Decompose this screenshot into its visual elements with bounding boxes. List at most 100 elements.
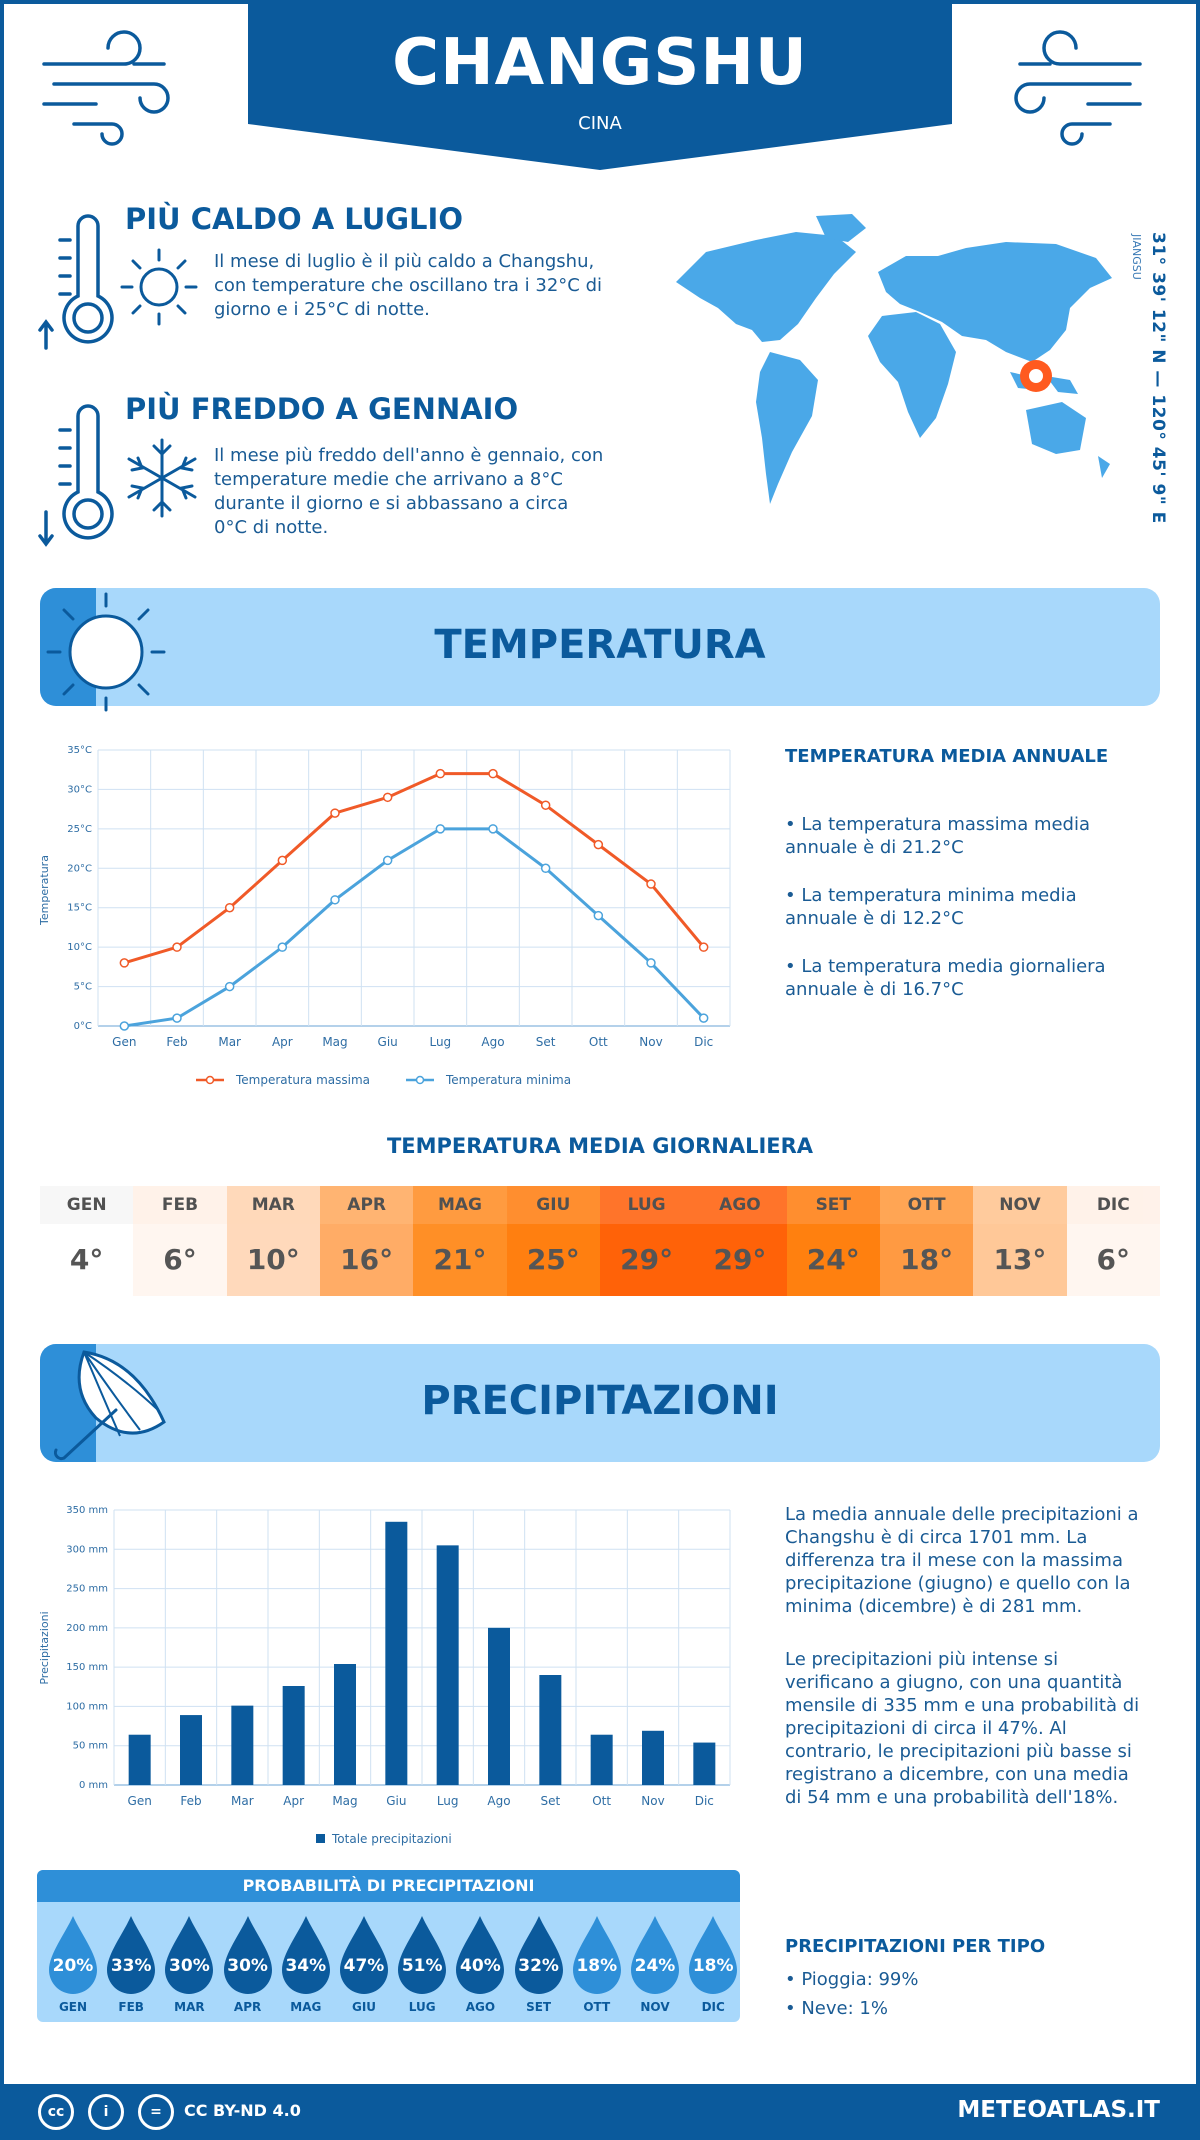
month-column: FEB 6° <box>133 1186 227 1296</box>
probability-drop: 18% OTT <box>569 1908 625 2014</box>
x-tick-label: Nov <box>641 1794 664 1808</box>
coordinates: 31° 39' 12" N — 120° 45' 9" E <box>1148 232 1168 524</box>
month-column: LUG 29° <box>599 1186 694 1296</box>
probability-drop: 51% LUG <box>394 1908 450 2014</box>
month-header: APR <box>319 1186 414 1224</box>
probability-value: 32% <box>518 1956 559 1976</box>
month-header: AGO <box>693 1186 787 1224</box>
probability-value: 30% <box>227 1956 268 1976</box>
y-tick-label: 350 mm <box>66 1505 108 1516</box>
region-label: JIANGSU <box>1130 234 1143 280</box>
data-point <box>593 910 604 921</box>
data-point <box>330 895 340 905</box>
precip-title: PRECIPITAZIONI <box>421 1378 779 1424</box>
month-column: MAG 21° <box>413 1186 507 1296</box>
data-point <box>488 768 498 779</box>
x-tick-label: Nov <box>639 1035 662 1049</box>
data-point <box>382 855 393 866</box>
probability-value: 40% <box>460 1956 501 1976</box>
daily-temp-table: GEN 4° FEB 6° MAR 10° APR 16° MAG 21° GIU 25° LUG 29°… <box>40 1186 1160 1296</box>
x-tick-label: Dic <box>694 1035 713 1049</box>
month-temperature: 6° <box>133 1224 227 1296</box>
x-tick-label: Mar <box>231 1794 254 1808</box>
y-tick-label: 30°C <box>67 784 92 795</box>
temperature-chart-points <box>119 768 709 1031</box>
data-point <box>119 1021 130 1031</box>
month-column: OTT 18° <box>879 1186 974 1296</box>
temperature-chart-lines <box>123 772 705 1028</box>
bar <box>693 1742 716 1785</box>
data-point <box>540 863 551 874</box>
month-header: FEB <box>133 1186 227 1224</box>
thermometer-hot-icon <box>38 214 114 350</box>
x-tick-label: Apr <box>283 1794 304 1808</box>
bar <box>642 1730 664 1785</box>
raindrop-icon <box>572 1916 621 1994</box>
rain-share: • Pioggia: 99% <box>785 1969 919 1990</box>
series-line-1 <box>124 827 705 1028</box>
bar <box>128 1734 151 1785</box>
probability-month: DIC <box>701 2000 725 2014</box>
precip-type-title: PRECIPITAZIONI PER TIPO <box>785 1936 1046 1957</box>
probability-drop: 34% MAG <box>278 1908 334 2014</box>
month-temperature: 18° <box>879 1224 974 1296</box>
hot-month-text: Il mese di luglio è il più caldo a Chang… <box>214 251 603 320</box>
x-tick-label: Ago <box>487 1794 510 1808</box>
month-header: SET <box>786 1186 880 1224</box>
data-point <box>540 800 551 810</box>
raindrop-icon <box>398 1916 447 1994</box>
raindrop-icon <box>689 1916 738 1994</box>
data-point <box>119 958 130 968</box>
temperature-chart-xticks: Gen Feb Mar Apr Mag Giu Lug Ago Set Ott Nov Dic <box>112 1035 713 1049</box>
bar <box>488 1627 510 1785</box>
probability-month: FEB <box>118 2000 144 2014</box>
probability-month: GEN <box>58 2000 88 2014</box>
probability-drop: 30% APR <box>220 1908 276 2014</box>
x-tick-label: Ago <box>481 1035 504 1049</box>
y-tick-label: 0°C <box>74 1021 92 1032</box>
month-temperature: 10° <box>226 1224 320 1296</box>
series-line-0 <box>123 772 705 965</box>
thermometer-cold-icon <box>38 404 114 547</box>
probability-value: 18% <box>576 1956 618 1976</box>
month-temperature: 24° <box>786 1224 880 1296</box>
annual-avg-text: • La temperatura media giornaliera annua… <box>785 956 1106 1000</box>
temperature-chart: 0°C 5°C 10°C 15°C 20°C 25°C 30°C 35°C Gen Feb Mar… <box>38 745 731 1087</box>
cc-icon: cc <box>38 2094 74 2130</box>
probability-value: 34% <box>285 1956 327 1976</box>
month-temperature: 25° <box>506 1224 600 1296</box>
data-point <box>382 792 393 803</box>
x-tick-label: Mar <box>218 1035 241 1049</box>
wind-icon-left <box>42 30 170 146</box>
data-point <box>172 1013 182 1023</box>
annual-min-text: • La temperatura minima media annuale è … <box>785 885 1077 929</box>
month-temperature: 13° <box>973 1224 1067 1296</box>
month-header: NOV <box>973 1186 1067 1224</box>
y-tick-label: 200 mm <box>66 1623 108 1634</box>
data-point <box>277 855 288 866</box>
annual-temp-title: TEMPERATURA MEDIA ANNUALE <box>785 746 1109 767</box>
data-point <box>488 824 498 834</box>
snowflake-icon <box>127 438 197 518</box>
temperature-axis-label: Temperatura <box>38 855 51 926</box>
month-temperature: 29° <box>693 1224 787 1296</box>
precip-legend: Totale precipitazioni <box>316 1832 452 1846</box>
umbrella-icon <box>53 1350 166 1461</box>
probability-month: MAR <box>174 2000 205 2014</box>
precip-chart-yticks: 0 mm 50 mm 100 mm 150 mm 200 mm 250 mm 300 mm 3… <box>66 1505 108 1791</box>
month-header: LUG <box>599 1186 694 1224</box>
probability-drop: 32% SET <box>511 1908 567 2014</box>
x-tick-label: Gen <box>112 1035 136 1049</box>
bar <box>539 1675 562 1785</box>
precip-detail-text: Le precipitazioni più intense si verific… <box>785 1649 1140 1808</box>
probability-value: 30% <box>169 1956 210 1976</box>
data-point <box>435 768 446 779</box>
raindrop-icon <box>165 1916 214 1994</box>
probability-drop: 40% AGO <box>452 1908 508 2014</box>
precip-chart: 0 mm 50 mm 100 mm 150 mm 200 mm 250 mm 300 mm 3… <box>38 1505 731 1846</box>
x-tick-label: Mag <box>332 1794 357 1808</box>
legend-precip: Totale precipitazioni <box>331 1832 452 1846</box>
y-tick-label: 50 mm <box>73 1741 108 1752</box>
brand-link[interactable]: METEOATLAS.IT <box>957 2097 1160 2123</box>
x-tick-label: Feb <box>166 1035 187 1049</box>
